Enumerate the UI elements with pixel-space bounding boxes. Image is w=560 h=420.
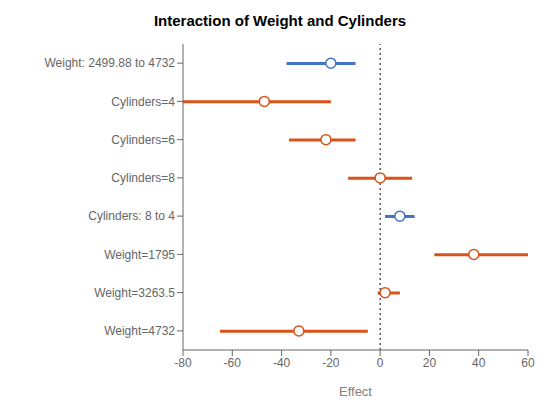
html-text:Interaction of Weight and Cyli: Interaction of Weight and Cylinders — [153, 12, 407, 29]
svg-text:Cylinders=4: Cylinders=4 — [111, 95, 175, 109]
svg-text:Weight: 2499.88 to 4732: Weight: 2499.88 to 4732 — [44, 56, 175, 70]
svg-text:-20: -20 — [322, 356, 340, 370]
svg-text:-80: -80 — [174, 356, 192, 370]
svg-text:Cylinders=8: Cylinders=8 — [111, 171, 175, 185]
svg-text:Cylinders: 8 to 4: Cylinders: 8 to 4 — [88, 209, 175, 223]
svg-text:Weight=3263.5: Weight=3263.5 — [94, 286, 175, 300]
svg-text:0: 0 — [377, 356, 384, 370]
svg-text:-40: -40 — [273, 356, 291, 370]
svg-text:60: 60 — [521, 356, 535, 370]
svg-text:Effect: Effect — [339, 384, 372, 399]
svg-text:Weight=1795: Weight=1795 — [104, 248, 175, 262]
svg-text:Cylinders=6: Cylinders=6 — [111, 133, 175, 147]
svg-text:Weight=4732: Weight=4732 — [104, 324, 175, 338]
svg-text:-60: -60 — [224, 356, 242, 370]
svg-text:20: 20 — [423, 356, 437, 370]
svg-text:40: 40 — [472, 356, 486, 370]
